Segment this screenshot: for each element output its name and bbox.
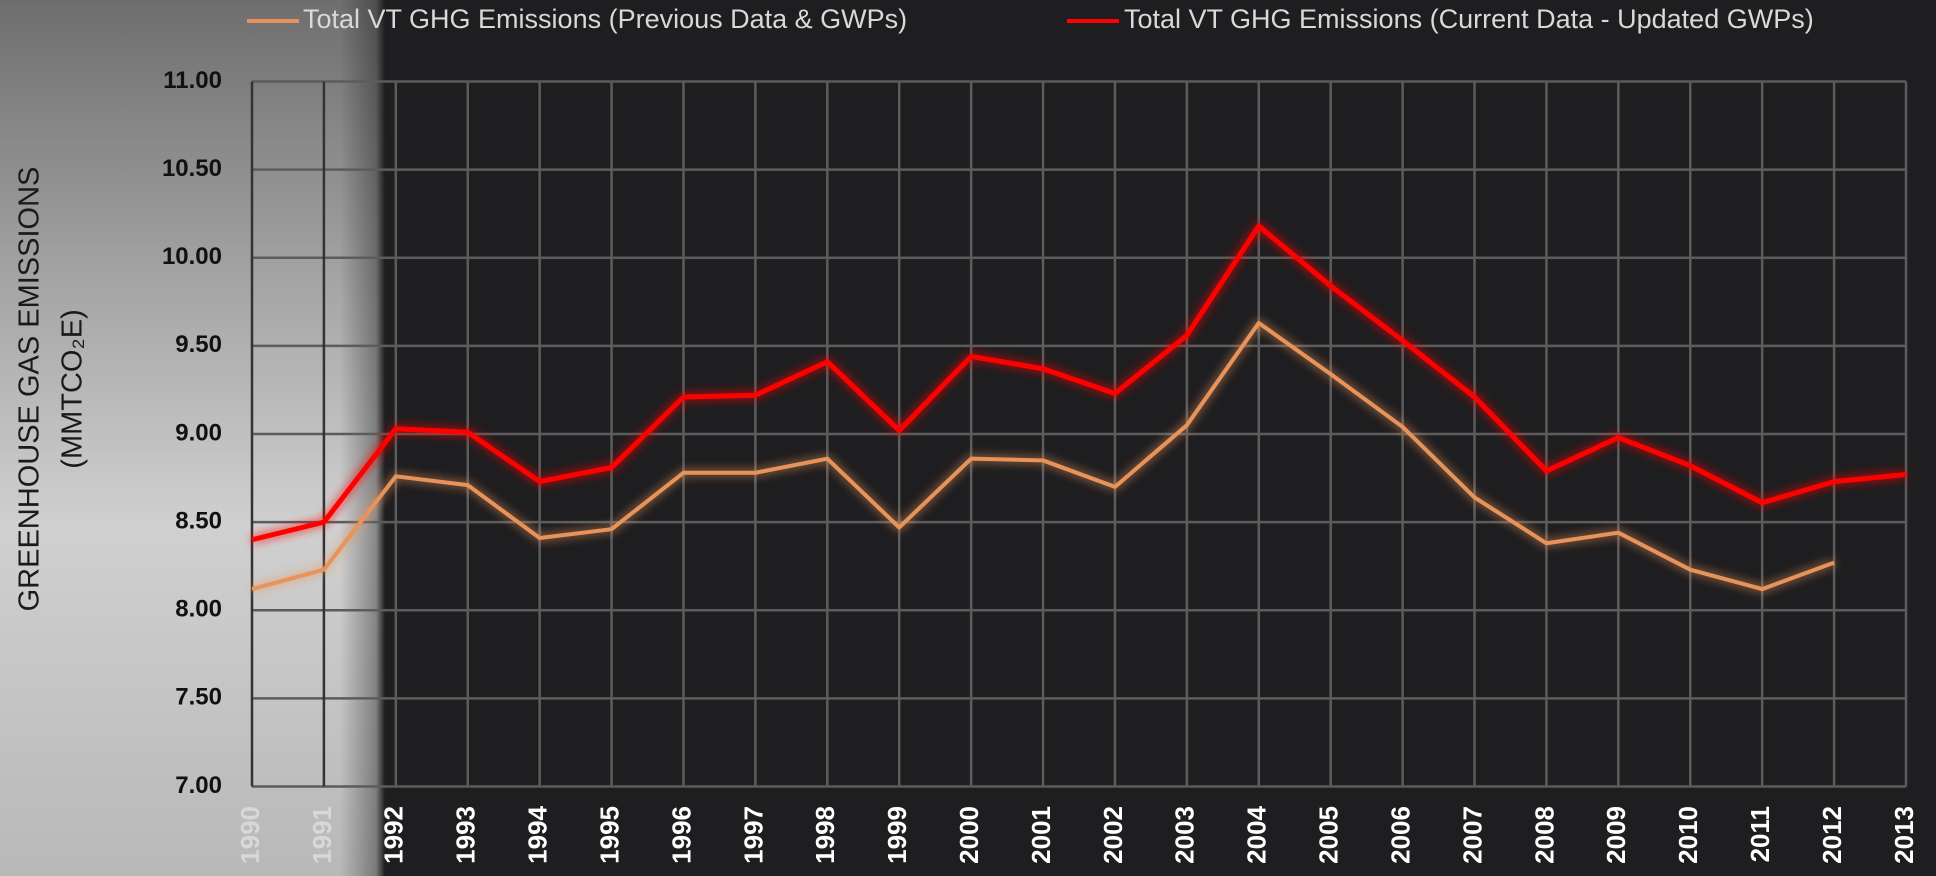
y-tick-label: 7.00 — [175, 772, 222, 799]
x-tick-label: 2006 — [1385, 806, 1415, 864]
x-tick-label: 2012 — [1817, 806, 1847, 864]
y-tick-label: 8.00 — [175, 596, 222, 623]
y-axis-title-line: GREENHOUSE GAS EMISSIONS — [14, 167, 46, 612]
x-tick-label: 2001 — [1026, 806, 1056, 864]
x-tick-label: 2011 — [1745, 806, 1775, 862]
x-tick-label: 2009 — [1601, 806, 1631, 864]
y-tick-label: 9.50 — [175, 331, 222, 358]
y-axis-title-line: (MMTCO₂E) — [57, 309, 89, 468]
x-tick-label: 1990 — [235, 806, 265, 864]
x-tick-label: 1992 — [379, 806, 409, 864]
x-tick-label: 2008 — [1529, 806, 1559, 864]
x-tick-label: 1997 — [738, 806, 768, 864]
y-tick-label: 8.50 — [175, 507, 222, 534]
x-tick-label: 1995 — [594, 806, 624, 864]
y-tick-label: 11.00 — [163, 67, 222, 94]
photo-panel — [0, 0, 385, 876]
y-tick-label: 7.50 — [175, 684, 222, 711]
photo-fade — [340, 0, 385, 876]
y-tick-label: 10.00 — [162, 243, 222, 270]
series-line — [251, 320, 1835, 592]
series-line — [251, 223, 1907, 543]
x-tick-label: 2010 — [1673, 806, 1703, 864]
x-tick-label: 1993 — [451, 806, 481, 864]
x-tick-label: 2002 — [1098, 806, 1128, 864]
x-tick-label: 2000 — [954, 806, 984, 864]
x-tick-label: 2005 — [1314, 806, 1344, 864]
y-tick-label: 10.50 — [162, 155, 222, 182]
x-tick-label: 2013 — [1889, 806, 1919, 864]
y-axis-title: GREENHOUSE GAS EMISSIONS (MMTCO₂E) — [14, 167, 89, 612]
legend-label: Total VT GHG Emissions (Previous Data & … — [303, 4, 907, 34]
x-tick-label: 2007 — [1457, 806, 1487, 864]
x-tick-label: 1994 — [523, 805, 553, 863]
y-tick-label: 9.00 — [175, 419, 222, 446]
x-tick-label: 2004 — [1242, 805, 1272, 863]
x-tick-label: 1999 — [882, 806, 912, 864]
x-tick-label: 1991 — [307, 806, 337, 864]
legend-label: Total VT GHG Emissions (Current Data - U… — [1124, 4, 1814, 34]
x-tick-label: 1996 — [666, 806, 696, 864]
x-tick-label: 1998 — [810, 806, 840, 864]
x-tick-label: 2003 — [1170, 806, 1200, 864]
